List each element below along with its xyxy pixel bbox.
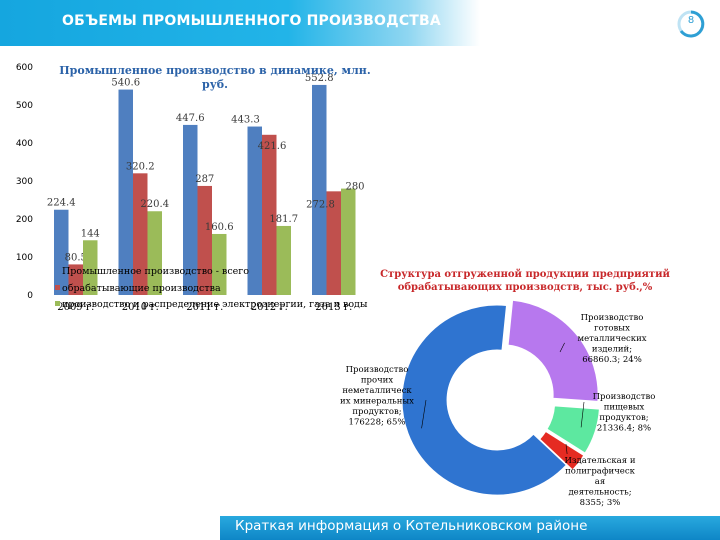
bar-2 bbox=[197, 185, 212, 295]
data-label: 220.4 bbox=[140, 199, 169, 210]
data-label: 181.7 bbox=[269, 214, 298, 225]
bar-2 bbox=[326, 191, 341, 295]
legend-swatch-1 bbox=[55, 268, 60, 273]
legend-entry-2: обрабатывающие производства bbox=[62, 283, 221, 294]
data-label: 552.8 bbox=[305, 73, 334, 84]
y-tick-label: 400 bbox=[16, 139, 33, 149]
bar-3 bbox=[147, 211, 162, 295]
y-tick-label: 300 bbox=[16, 177, 33, 187]
data-label: 272.8 bbox=[306, 199, 335, 210]
x-tick-label: 2010 г. bbox=[122, 302, 159, 313]
x-tick-label: 2011 г. bbox=[186, 302, 223, 313]
slice-label: Производство пищевых продуктов; 21336.4; 8% bbox=[593, 392, 656, 434]
legend-swatch-2 bbox=[55, 285, 60, 290]
legend-entry-1: Промышленное производство - всего bbox=[62, 266, 249, 277]
header-banner bbox=[0, 0, 480, 46]
data-label: 421.6 bbox=[258, 141, 287, 152]
data-label: 280 bbox=[345, 182, 364, 193]
data-label: 160.6 bbox=[205, 222, 234, 233]
leader-line bbox=[580, 401, 585, 428]
x-tick-label: 2013 г. bbox=[315, 302, 352, 313]
legend-swatch-3 bbox=[55, 301, 60, 306]
legend-entry-3: производство и распределение электроэнер… bbox=[62, 299, 368, 310]
data-label: 144 bbox=[81, 228, 100, 239]
bar-1 bbox=[118, 89, 133, 296]
bar-1 bbox=[183, 124, 198, 295]
data-label: 80.5 bbox=[65, 252, 87, 263]
bar-chart-title: Промышленное производство в динамике, мл… bbox=[59, 64, 371, 91]
x-tick-label: 2009 г. bbox=[57, 302, 94, 313]
donut-slice bbox=[401, 304, 568, 496]
slice-label: Производство прочих неметаллическ их минера… bbox=[340, 365, 414, 428]
bar-3 bbox=[276, 225, 291, 295]
bar-2 bbox=[68, 264, 83, 295]
data-label: 287 bbox=[195, 174, 214, 185]
page-number-badge bbox=[677, 10, 705, 38]
footer-banner bbox=[220, 516, 720, 540]
bar-3 bbox=[212, 233, 227, 295]
footer-text: Краткая информация о Котельниковском рай… bbox=[235, 518, 588, 534]
donut-slice bbox=[507, 299, 599, 402]
y-tick-label: 0 bbox=[27, 291, 33, 301]
bar-3 bbox=[341, 188, 356, 295]
y-tick-label: 100 bbox=[16, 253, 33, 263]
y-tick-label: 600 bbox=[16, 63, 33, 73]
slice-label: Издательская и полиграфическ ая деятельност… bbox=[565, 456, 636, 508]
page-number: 8 bbox=[687, 15, 695, 26]
data-label: 447.6 bbox=[176, 113, 205, 124]
donut-slice bbox=[546, 405, 600, 454]
bar-1 bbox=[247, 126, 262, 296]
data-label: 320.2 bbox=[126, 161, 155, 172]
data-label: 540.6 bbox=[111, 78, 140, 89]
y-tick-label: 200 bbox=[16, 215, 33, 225]
bar-1 bbox=[312, 84, 327, 295]
y-tick-label: 500 bbox=[16, 101, 33, 111]
leader-line bbox=[559, 342, 565, 353]
bar-3 bbox=[83, 240, 98, 295]
x-tick-label: 2012 г. bbox=[251, 302, 288, 313]
donut-slice bbox=[539, 430, 585, 471]
bar-2 bbox=[262, 134, 277, 295]
slice-label: Производство готовых металлических изделий;… bbox=[577, 313, 646, 365]
leader-line bbox=[565, 443, 568, 455]
page-title: ОБЪЕМЫ ПРОМЫШЛЕННОГО ПРОИЗВОДСТВА bbox=[62, 13, 441, 29]
bar-2 bbox=[133, 173, 148, 295]
data-label: 443.3 bbox=[231, 115, 260, 126]
pie-chart-title: Структура отгруженной продукции предприя… bbox=[380, 269, 670, 293]
leader-line bbox=[421, 399, 427, 429]
data-label: 224.4 bbox=[47, 198, 76, 209]
bar-1 bbox=[54, 209, 69, 295]
